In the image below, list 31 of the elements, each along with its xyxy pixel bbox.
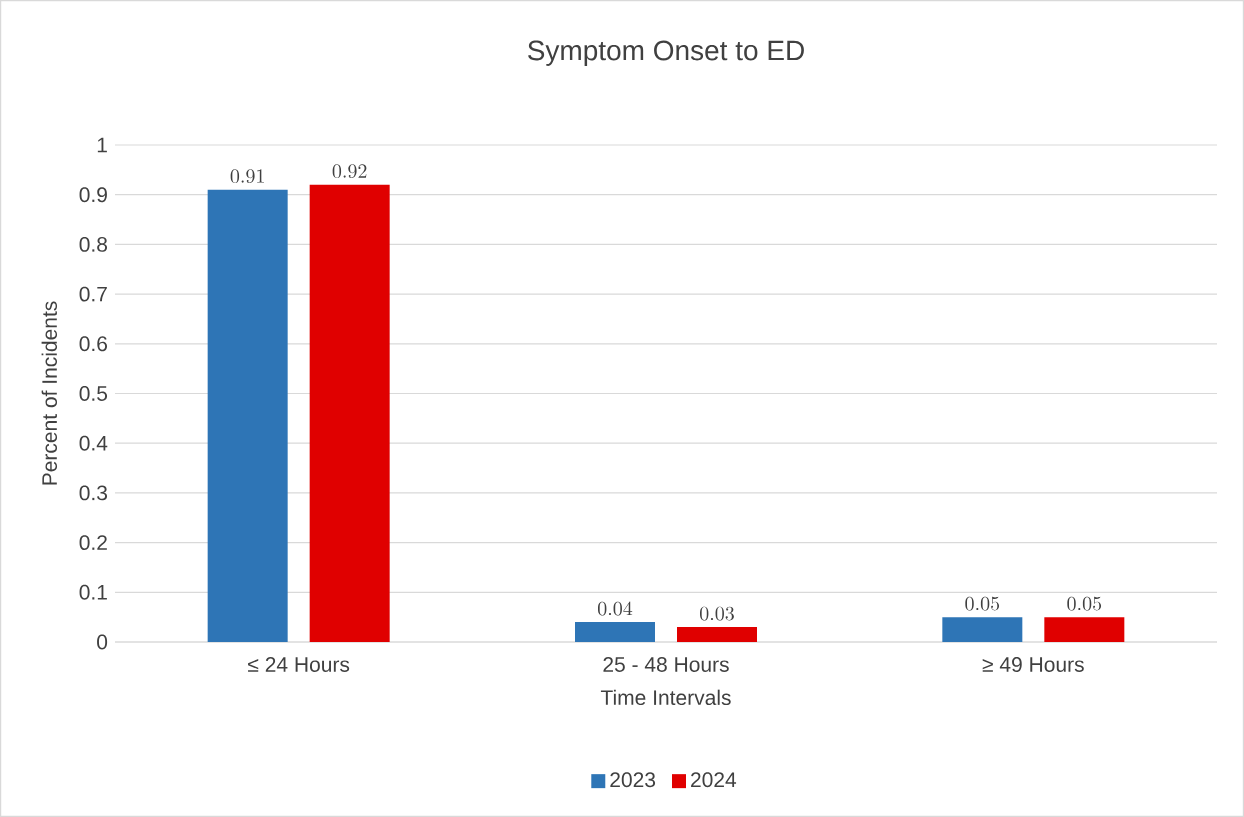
y-tick-label: 0.9 [79, 187, 107, 203]
y-tick-label: 0.3 [79, 485, 108, 501]
y-tick-label: 0.1 [79, 584, 107, 600]
x-tick-label: 25 - 48 Hours [603, 657, 729, 672]
x-tick-label: ≥ 49 Hours [982, 657, 1084, 672]
y-tick-label: 0.7 [79, 286, 107, 302]
y-tick-label: 0.4 [79, 435, 108, 451]
y-tick-label: 1 [97, 137, 107, 153]
y-tick-label: 0.2 [79, 535, 107, 551]
bar [575, 622, 655, 642]
data-label: 0.05 [1067, 596, 1102, 611]
x-tick-label: ≤ 24 Hours [248, 657, 350, 672]
data-label: 0.03 [700, 606, 734, 621]
data-label: 0.04 [598, 601, 633, 616]
data-label: 0.92 [332, 164, 367, 179]
bar [1044, 617, 1125, 642]
legend-label: 2024 [691, 772, 737, 788]
data-label: 0.91 [230, 169, 264, 184]
y-tick-label: 0.8 [79, 236, 108, 252]
y-tick-label: 0.6 [79, 336, 108, 352]
bar [309, 184, 390, 642]
data-label: 0.05 [965, 596, 1000, 611]
legend-label: 2023 [610, 772, 656, 788]
bar [677, 627, 757, 642]
y-tick-label: 0.5 [79, 386, 108, 401]
chart-title: Symptom Onset to ED [528, 40, 804, 66]
x-axis-title: Time Intervals [600, 689, 731, 706]
y-axis-title: Percent of Incidents [41, 301, 58, 485]
bar [942, 617, 1023, 642]
bar [207, 189, 288, 642]
y-tick-label: 0 [97, 634, 108, 650]
